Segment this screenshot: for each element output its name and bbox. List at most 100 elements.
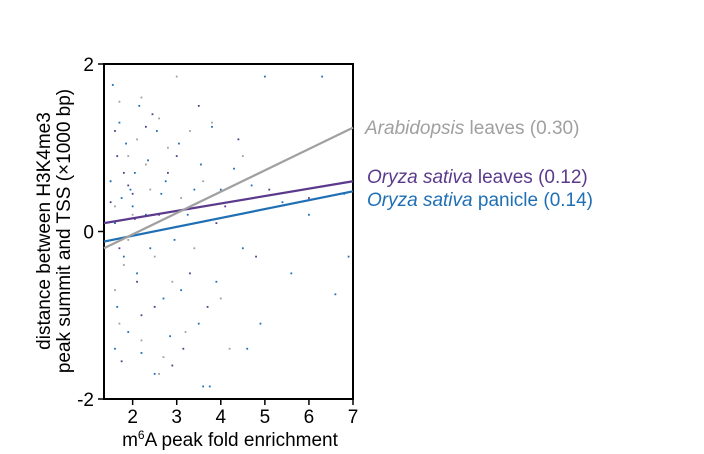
scatter-point-series-0 — [211, 121, 213, 124]
scatter-point-series-1 — [308, 197, 310, 199]
series-labels: Arabidopsis leaves (0.30) Oryza sativa l… — [364, 118, 593, 211]
scatter-point-series-2 — [138, 104, 141, 107]
scatter-point-series-2 — [200, 163, 202, 166]
x-tick-label: 5 — [260, 407, 271, 428]
scatter-point-series-0 — [158, 372, 160, 375]
scatter-point-series-1 — [109, 201, 112, 204]
scatter-point-series-0 — [127, 238, 130, 241]
scatter-point-series-0 — [136, 138, 138, 141]
scatter-point-series-2 — [173, 238, 176, 241]
scatter-point-series-2 — [259, 322, 262, 325]
scatter-point-series-0 — [131, 213, 134, 216]
scatter-point-series-0 — [140, 339, 143, 342]
scatter-point-series-2 — [347, 255, 350, 258]
scatter-point-series-2 — [290, 272, 293, 275]
scatter-point-series-2 — [144, 213, 147, 216]
scatter-point-series-2 — [162, 297, 165, 300]
scatter-point-series-0 — [114, 289, 116, 292]
scatter-point-series-2 — [111, 84, 114, 86]
scatter-point-series-1 — [224, 205, 227, 208]
x-tick-label: 4 — [215, 407, 226, 428]
scatter-point-series-0 — [202, 180, 205, 183]
scatter-point-series-2 — [219, 188, 222, 191]
scatter-point-series-2 — [197, 322, 200, 325]
scatter-point-series-2 — [178, 142, 180, 145]
scatter-point-series-1 — [127, 184, 130, 187]
scatter-point-series-0 — [118, 100, 121, 103]
scatter-point-series-2 — [118, 121, 121, 124]
scatter-point-series-1 — [255, 255, 257, 258]
scatter-point-series-0 — [158, 117, 160, 120]
scatter-point-series-2 — [180, 289, 183, 292]
scatter-point-series-1 — [131, 192, 134, 195]
scatter-point-series-0 — [114, 205, 116, 208]
series-label-oryza-panicle: Oryza sativa panicle (0.14) — [367, 190, 593, 211]
scatter-point-series-0 — [122, 264, 125, 266]
scatter-point-series-0 — [162, 356, 165, 359]
y-tick-label: 2 — [83, 55, 94, 76]
scatter-point-series-0 — [153, 255, 156, 258]
scatter-point-series-2 — [129, 188, 132, 191]
scatter-point-series-1 — [189, 272, 191, 275]
scatter-point-series-2 — [127, 331, 130, 333]
scatter-point-series-0 — [118, 322, 121, 325]
scatter-point-series-0 — [193, 247, 196, 250]
scatter-point-series-2 — [233, 167, 235, 170]
scatter-point-series-1 — [167, 171, 169, 174]
series-label-arabidopsis: Arabidopsis leaves (0.30) — [364, 118, 579, 139]
scatter-point-series-2 — [155, 130, 158, 132]
scatter-point-series-2 — [169, 335, 172, 338]
scatter-point-series-2 — [114, 222, 116, 225]
scatter-point-series-2 — [131, 205, 134, 208]
y-tick-label: 0 — [83, 223, 94, 244]
scatter-point-series-1 — [118, 247, 121, 250]
scatter-point-series-2 — [308, 213, 310, 216]
scatter-point-series-2 — [246, 347, 249, 350]
y-axis-label: distance between H3K4me3 peak summit and… — [34, 89, 75, 373]
scatter-point-series-0 — [149, 188, 152, 191]
scatter-point-series-2 — [211, 125, 213, 128]
scatter-point-series-1 — [182, 347, 185, 350]
scatter-point-series-0 — [241, 155, 244, 158]
scatter-point-series-2 — [109, 180, 112, 183]
scatter-point-series-2 — [116, 305, 119, 308]
scatter-point-series-2 — [160, 192, 163, 195]
scatter-point-series-1 — [136, 280, 138, 283]
scatter-point-series-1 — [215, 222, 218, 225]
x-tick-label: 6 — [304, 407, 315, 428]
scatter-point-series-1 — [206, 305, 209, 308]
scatter-point-series-2 — [140, 352, 143, 354]
scatter-point-series-0 — [189, 130, 191, 132]
scatter-point-series-2 — [193, 188, 196, 191]
fit-line-series-0 — [103, 126, 354, 250]
scatter-point-series-1 — [144, 125, 147, 128]
scatter-point-series-1 — [114, 130, 116, 132]
scatter-point-series-0 — [228, 347, 231, 350]
scatter-point-series-2 — [149, 247, 152, 250]
x-axis-label: m6A peak fold enrichment — [122, 428, 339, 451]
scatter-point-series-1 — [197, 104, 200, 107]
scatter-point-series-1 — [153, 305, 156, 308]
y-axis-label-line-1: distance between H3K4me3 — [34, 112, 55, 350]
scatter-point-series-1 — [268, 188, 271, 191]
scatter-point-series-2 — [164, 180, 167, 183]
scatter-point-series-2 — [147, 159, 149, 162]
scatter-point-series-0 — [175, 75, 178, 78]
scatter-point-series-2 — [241, 247, 244, 250]
scatter-point-series-2 — [263, 75, 266, 78]
scatter-point-series-0 — [184, 331, 187, 333]
axis-ticks: 2 3 4 5 6 7 -2 0 2 — [77, 55, 358, 428]
scatter-point-series-0 — [140, 96, 143, 99]
scatter-point-series-1 — [120, 360, 123, 363]
scatter-point-series-2 — [321, 75, 324, 78]
x-tick-label: 7 — [348, 407, 359, 428]
x-tick-label: 2 — [127, 407, 138, 428]
scatter-point-series-0 — [127, 155, 130, 158]
scatter-point-series-2 — [125, 142, 127, 145]
scatter-point-series-0 — [180, 197, 183, 199]
fit-lines — [103, 126, 354, 250]
fit-line-series-1 — [103, 180, 354, 225]
scatter-point-series-2 — [215, 280, 218, 283]
scatter-point-series-0 — [171, 280, 174, 283]
